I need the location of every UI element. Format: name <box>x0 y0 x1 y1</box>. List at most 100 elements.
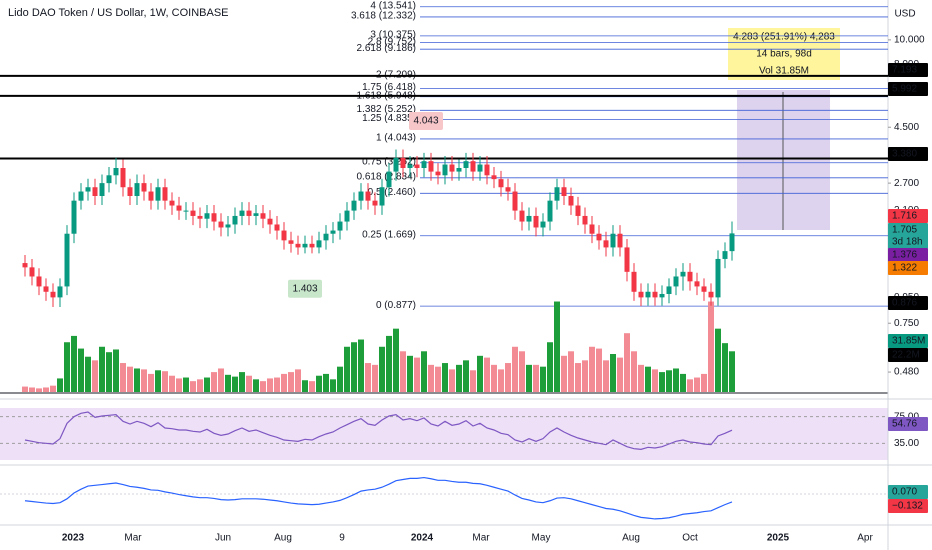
volume-bar <box>617 357 623 392</box>
candle-body <box>456 168 462 172</box>
candle-body <box>589 224 595 234</box>
price-badge <box>888 248 928 262</box>
x-tick-label: Oct <box>682 533 698 544</box>
candle-body <box>708 291 714 298</box>
fib-label: 0.25 (1.669) <box>362 229 416 240</box>
volume-bar <box>596 348 602 392</box>
volume-bar <box>365 363 371 392</box>
volume-bar <box>463 360 469 392</box>
volume-bar <box>29 387 35 392</box>
price-badge <box>888 499 928 513</box>
volume-bar <box>162 371 168 392</box>
price-badge <box>888 261 928 275</box>
candle-body <box>477 164 483 172</box>
price-badge <box>888 209 928 223</box>
volume-bar <box>36 388 42 392</box>
volume-bar <box>113 349 119 392</box>
candle-body <box>638 291 644 298</box>
y-tick-label: 10.000 <box>894 35 925 46</box>
candle-body <box>575 205 581 216</box>
candle-body <box>463 161 469 169</box>
candle-body <box>386 171 392 188</box>
candle-body <box>127 187 133 196</box>
currency: USD <box>894 9 915 20</box>
candle-body <box>162 187 168 201</box>
y-tick-label: 35.00 <box>894 438 919 449</box>
candle-body <box>659 293 665 298</box>
volume-bar <box>127 366 133 392</box>
volume-bar <box>358 339 364 392</box>
y-tick-label: 0.750 <box>894 318 919 329</box>
volume-bar <box>561 355 567 392</box>
candle-body <box>393 157 399 172</box>
volume-bar <box>722 343 728 392</box>
volume-bar <box>302 380 308 392</box>
volume-bar <box>694 377 700 392</box>
candle-body <box>554 187 560 201</box>
candle-body <box>71 200 77 234</box>
volume-bar <box>484 357 490 392</box>
price-badge <box>888 235 928 249</box>
volume-bar <box>519 351 525 392</box>
price-badge <box>888 223 928 237</box>
volume-bar <box>414 357 420 392</box>
volume-bar <box>281 373 287 392</box>
y-tick-label: 4.500 <box>894 122 919 133</box>
volume-bar <box>169 375 175 392</box>
volume-bar <box>491 364 497 392</box>
volume-bar <box>211 372 217 392</box>
volume-bar <box>589 346 595 392</box>
candle-body <box>120 168 126 188</box>
annotation-label: 4.043 <box>413 116 438 127</box>
volume-bar <box>407 355 413 392</box>
candle-body <box>687 271 693 282</box>
price-badge-label: 1.376 <box>892 250 917 261</box>
annotation-box <box>409 111 443 130</box>
y-tick-label: 75.00 <box>894 411 919 422</box>
volume-bar <box>274 377 280 392</box>
fib-label: 3.618 (12.332) <box>351 11 416 22</box>
candle-body <box>92 187 98 196</box>
volume-bar <box>78 348 84 392</box>
candle-body <box>295 243 301 248</box>
volume-bar <box>246 375 252 392</box>
candle-body <box>155 187 161 201</box>
candle-body <box>260 213 266 219</box>
volume-bar <box>92 360 98 392</box>
volume-bar <box>540 366 546 392</box>
volume-bar <box>316 375 322 392</box>
candle-body <box>99 183 105 196</box>
candle-body <box>484 164 490 176</box>
x-tick-label: 9 <box>339 533 345 544</box>
candle-body <box>449 164 455 172</box>
candle-body <box>148 191 154 201</box>
volume-bar <box>239 372 245 392</box>
candle-body <box>582 215 588 225</box>
candle-body <box>43 286 49 292</box>
candle-body <box>652 291 658 298</box>
volume-bar <box>204 377 210 392</box>
x-tick-label: May <box>532 533 551 544</box>
fib-label: 3 (10.375) <box>370 30 416 41</box>
candle-body <box>512 191 518 211</box>
volume-bar <box>71 335 77 392</box>
volume-bar <box>659 372 665 392</box>
volume-bar <box>309 381 315 392</box>
volume-bar <box>295 369 301 392</box>
candle-body <box>379 187 385 206</box>
volume-bar <box>225 374 231 392</box>
fib-label: 1.75 (6.418) <box>362 82 416 93</box>
candle-body <box>624 247 630 272</box>
fib-label: 2.8 (9.752) <box>368 36 416 47</box>
candle-body <box>274 224 280 231</box>
candle-body <box>680 271 686 277</box>
volume-bar <box>687 379 693 392</box>
price-badge-label: 3.380 <box>892 149 917 160</box>
volume-bar <box>470 370 476 392</box>
price-badge <box>888 348 928 362</box>
candle-body <box>365 191 371 201</box>
volume-bar <box>57 378 63 392</box>
macd-line <box>24 476 733 520</box>
volume-bar <box>631 351 637 392</box>
